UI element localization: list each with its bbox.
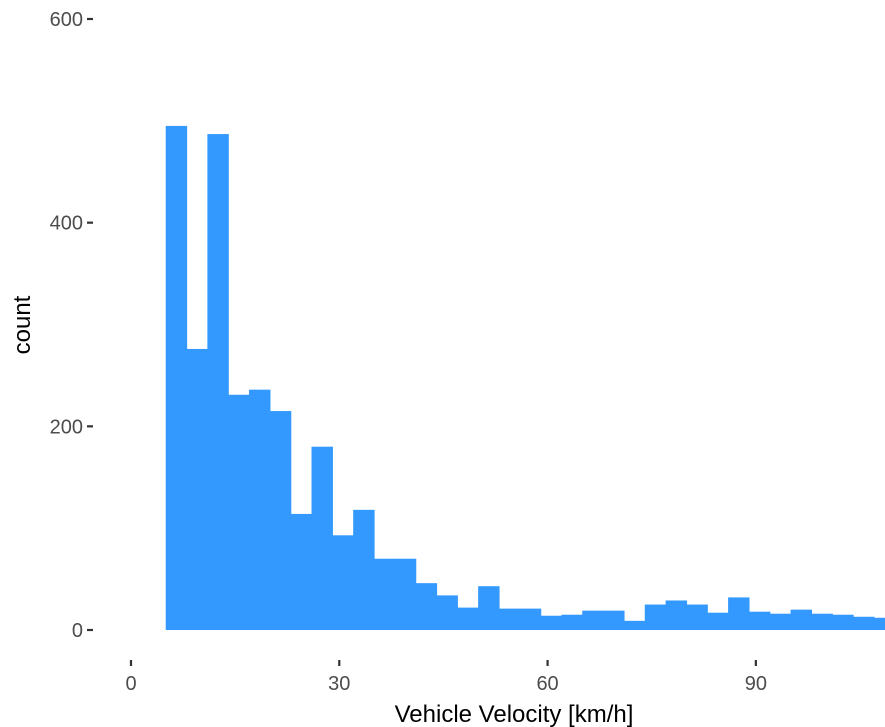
- histogram-bar: [853, 616, 875, 630]
- histogram-bar: [728, 597, 750, 630]
- histogram-bar: [374, 558, 396, 630]
- x-axis-title: Vehicle Velocity [km/h]: [395, 701, 634, 727]
- y-axis-title: count: [9, 295, 36, 354]
- histogram-bar: [582, 610, 604, 630]
- histogram-bar: [540, 615, 563, 630]
- histogram-bar: [644, 604, 667, 630]
- y-axis: 0 200 400 600: [50, 9, 93, 642]
- histogram-bar: [790, 609, 813, 630]
- histogram-bar: [686, 604, 708, 630]
- histogram-bar: [707, 612, 729, 630]
- x-axis: 0 30 60 90: [125, 660, 767, 695]
- histogram-bar: [457, 607, 479, 630]
- histogram-bar: [415, 583, 438, 630]
- y-tick-label: 400: [50, 213, 83, 235]
- histogram-bar: [769, 613, 792, 630]
- histogram-bar: [394, 558, 417, 630]
- histogram-bar: [207, 134, 229, 631]
- x-tick-label: 0: [125, 673, 136, 695]
- histogram-bar: [832, 614, 854, 630]
- histogram-bar: [436, 595, 458, 630]
- histogram-bar: [186, 348, 208, 630]
- histogram-bar: [311, 446, 333, 630]
- histogram-bar: [748, 611, 771, 630]
- histogram-bar: [603, 610, 625, 630]
- histogram-bar: [498, 608, 521, 630]
- histogram-bar: [811, 613, 833, 630]
- y-tick-label: 0: [72, 620, 83, 642]
- histogram-bar: [332, 535, 354, 630]
- x-tick-label: 90: [745, 673, 767, 695]
- histogram-bar: [665, 600, 688, 630]
- histogram-bar: [478, 586, 500, 630]
- y-tick-label: 200: [50, 416, 83, 438]
- histogram-bar: [290, 513, 313, 630]
- histogram-bar: [249, 389, 271, 630]
- histogram-bar: [165, 125, 188, 631]
- histogram-bar: [623, 620, 646, 630]
- histogram-bar: [519, 608, 542, 630]
- histogram-bar: [561, 614, 583, 630]
- x-tick-label: 60: [536, 673, 558, 695]
- histogram-bar: [353, 509, 375, 630]
- histogram-bar: [873, 617, 885, 630]
- y-tick-label: 600: [50, 9, 83, 31]
- histogram-bar: [228, 394, 250, 630]
- x-tick-label: 30: [328, 673, 350, 695]
- histogram-bar: [269, 411, 292, 630]
- histogram-bars: [165, 125, 885, 631]
